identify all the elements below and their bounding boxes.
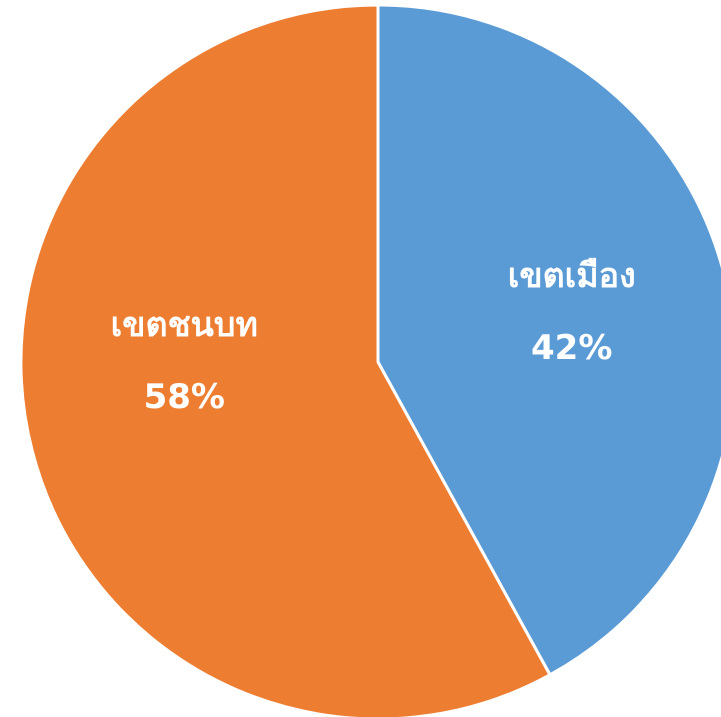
slice-value-label: 58% [144,377,225,417]
slice-category-label: เขตเมือง [508,256,636,296]
slice-category-label: เขตชนบท [111,305,258,345]
slice-value-label: 42% [531,328,612,368]
pie-slice [19,3,553,717]
pie-slice [376,3,721,677]
